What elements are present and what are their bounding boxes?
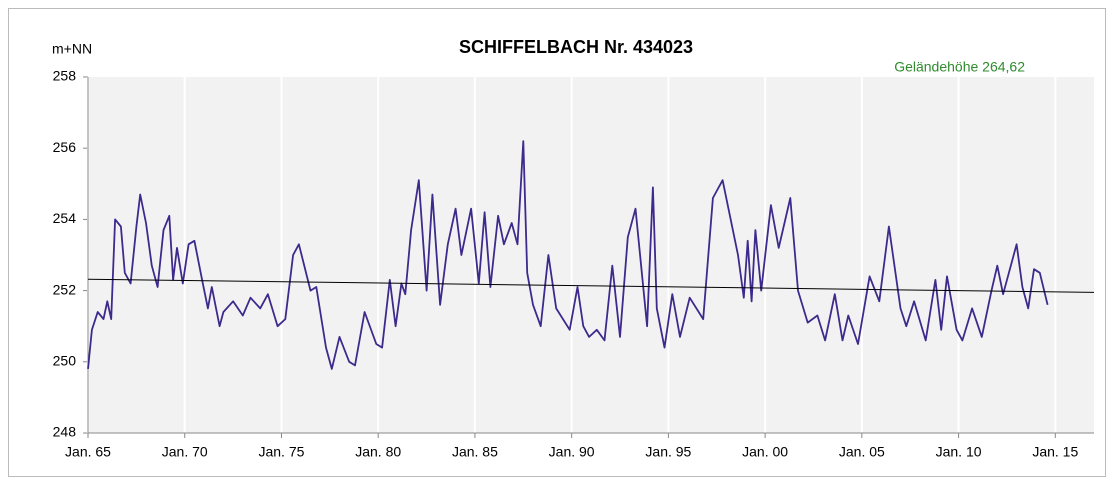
annotation: Geländehöhe 264,62 — [894, 59, 1025, 75]
x-tick-label: Jan. 75 — [258, 444, 304, 460]
chart-title: SCHIFFELBACH Nr. 434023 — [459, 37, 693, 57]
x-tick-label: Jan. 95 — [645, 444, 691, 460]
x-tick-label: Jan. 65 — [65, 444, 111, 460]
x-tick-label: Jan. 70 — [162, 444, 208, 460]
trend-line — [87, 278, 1095, 293]
y-axis-label: m+NN — [52, 41, 92, 57]
y-tick-label: 248 — [53, 424, 77, 440]
x-tick-label: Jan. 80 — [355, 444, 401, 460]
x-tick-label: Jan. 85 — [452, 444, 498, 460]
x-tick-label: Jan. 10 — [936, 444, 982, 460]
x-tick-label: Jan. 15 — [1032, 444, 1078, 460]
y-tick-label: 250 — [53, 353, 77, 369]
x-tick-label: Jan. 00 — [742, 444, 788, 460]
y-tick-label: 254 — [53, 210, 77, 226]
y-tick-label: 256 — [53, 139, 77, 155]
data-line — [87, 140, 1049, 370]
x-tick-label: Jan. 90 — [549, 444, 595, 460]
y-tick-label: 252 — [53, 281, 77, 297]
y-tick-label: 258 — [53, 68, 77, 84]
plot-area — [88, 77, 1094, 433]
x-tick-label: Jan. 05 — [839, 444, 885, 460]
